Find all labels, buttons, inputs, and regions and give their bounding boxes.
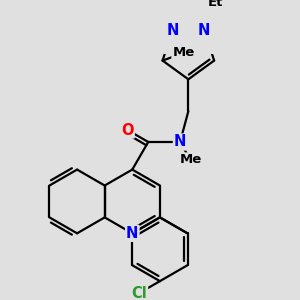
- Text: N: N: [166, 23, 178, 38]
- Text: N: N: [126, 226, 139, 241]
- Text: Me: Me: [172, 46, 195, 59]
- Text: N: N: [174, 134, 186, 149]
- Text: Cl: Cl: [131, 286, 147, 300]
- Text: N: N: [198, 23, 211, 38]
- Text: Me: Me: [179, 153, 202, 167]
- Text: Et: Et: [208, 0, 223, 9]
- Text: O: O: [121, 122, 134, 137]
